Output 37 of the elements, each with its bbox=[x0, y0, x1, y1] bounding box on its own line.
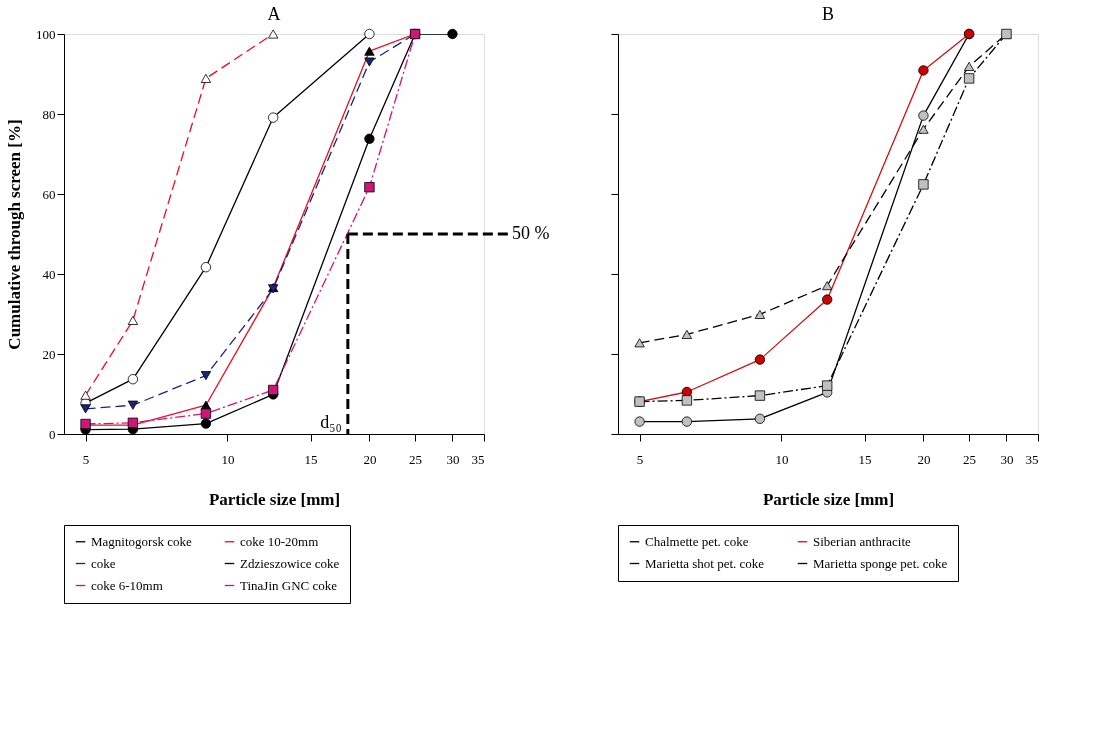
x-tick-label: 35 bbox=[1025, 451, 1039, 467]
y-tick-label: 40 bbox=[42, 266, 56, 282]
chart-title: A bbox=[267, 3, 281, 24]
x-tick-label: 15 bbox=[858, 451, 872, 467]
x-tick-label: 35 bbox=[471, 451, 485, 467]
legend-label: coke bbox=[91, 555, 116, 571]
legend-label: Chalmette pet. coke bbox=[645, 533, 749, 549]
legend-label: coke 10-20mm bbox=[240, 533, 319, 549]
legend-label: Marietta sponge pet. coke bbox=[813, 555, 948, 571]
y-axis-title: Cumulative through screen [%] bbox=[5, 119, 24, 350]
x-axis-title: Particle size [mm] bbox=[208, 489, 341, 509]
x-tick-label: 15 bbox=[304, 451, 318, 467]
legend-label: TinaJin GNC coke bbox=[240, 577, 338, 593]
legend-label: Zdzieszowice coke bbox=[240, 555, 340, 571]
legend-label: Siberian anthracite bbox=[813, 533, 912, 549]
x-axis-title: Particle size [mm] bbox=[762, 489, 895, 509]
x-tick-label: 30 bbox=[446, 451, 460, 467]
y-tick-label: 100 bbox=[36, 26, 56, 42]
y-tick-label: 0 bbox=[49, 426, 56, 442]
x-tick-label: 5 bbox=[82, 451, 90, 467]
legend-label: Magnitogorsk coke bbox=[91, 533, 192, 549]
legend-label: Marietta shot pet. coke bbox=[645, 555, 765, 571]
x-tick-label: 20 bbox=[917, 451, 931, 467]
ref-line-label: 50 % bbox=[512, 223, 550, 243]
x-tick-label: 25 bbox=[963, 451, 977, 467]
y-tick-label: 20 bbox=[42, 346, 56, 362]
x-tick-label: 10 bbox=[775, 451, 789, 467]
legend-label: coke 6-10mm bbox=[91, 577, 163, 593]
chart-title: B bbox=[821, 3, 835, 24]
x-tick-label: 10 bbox=[221, 451, 235, 467]
x-tick-label: 30 bbox=[1000, 451, 1014, 467]
x-tick-label: 5 bbox=[636, 451, 644, 467]
x-tick-label: 20 bbox=[363, 451, 377, 467]
y-tick-label: 80 bbox=[42, 106, 56, 122]
x-tick-label: 25 bbox=[409, 451, 423, 467]
y-tick-label: 60 bbox=[42, 186, 56, 202]
ref-line-label: d₅₀ bbox=[320, 412, 342, 432]
